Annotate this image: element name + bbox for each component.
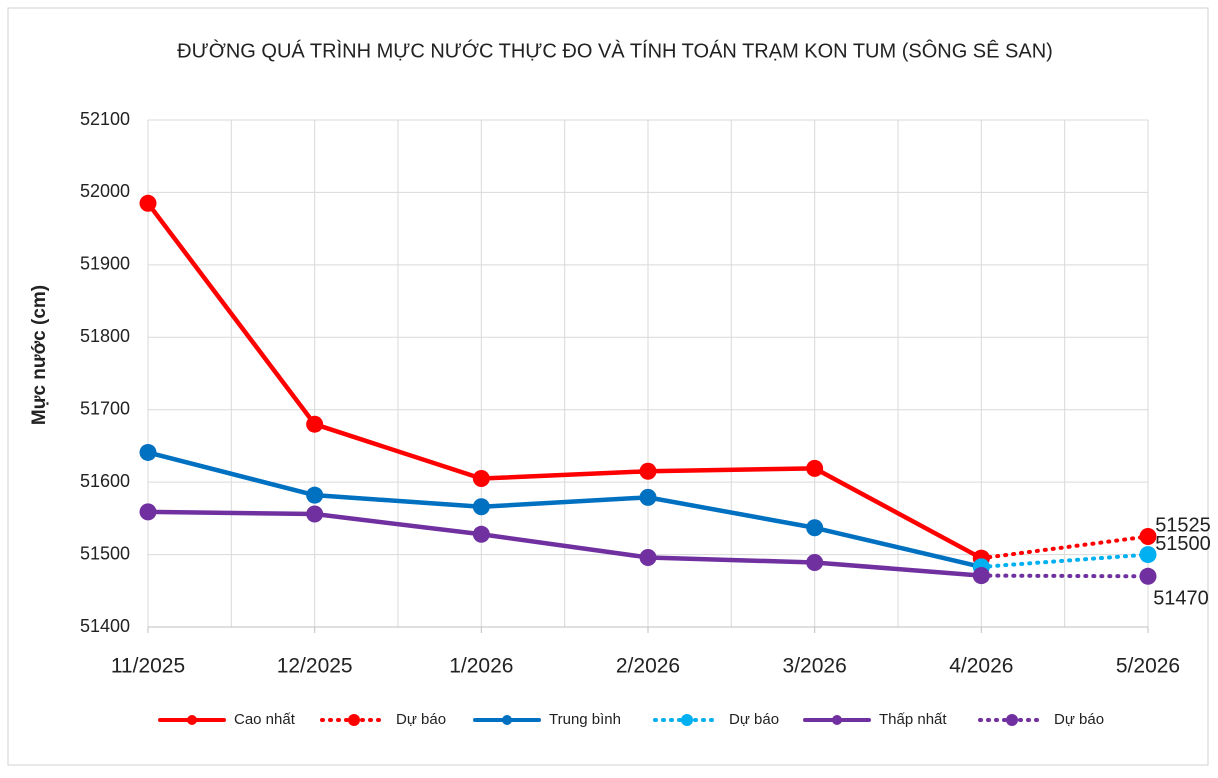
x-tick-label: 5/2026 (1116, 655, 1180, 678)
point (139, 443, 157, 461)
series-line (145, 509, 984, 578)
point (306, 415, 324, 433)
y-tick-label: 52100 (80, 109, 130, 129)
legend-marker (681, 714, 693, 726)
legend-label: Dự báo (396, 711, 446, 728)
data-label: 51470 (1153, 588, 1209, 610)
legend-label: Trung bình (549, 711, 621, 728)
legend-marker (187, 715, 197, 725)
legend-label: Thấp nhất (879, 711, 947, 728)
point (139, 503, 157, 521)
point (639, 488, 657, 506)
point (1139, 567, 1157, 585)
point (472, 470, 490, 488)
x-tick-label: 1/2026 (449, 655, 513, 678)
y-tick-label: 51900 (80, 254, 130, 274)
point (806, 459, 824, 477)
y-tick-label: 51700 (80, 398, 130, 418)
point (139, 194, 157, 212)
point (639, 548, 657, 566)
series-line (979, 573, 1150, 579)
x-tick-label: 12/2025 (277, 655, 353, 678)
series-line (145, 201, 984, 561)
y-tick-label: 51600 (80, 471, 130, 491)
point (306, 486, 324, 504)
legend-marker (1006, 714, 1018, 726)
chart-title: ĐƯỜNG QUÁ TRÌNH MỰC NƯỚC THỰC ĐO VÀ TÍNH… (177, 39, 1053, 62)
point (472, 525, 490, 543)
series-line (145, 450, 984, 570)
point (972, 567, 990, 585)
point (806, 554, 824, 572)
point (1139, 546, 1157, 564)
legend-marker (502, 715, 512, 725)
legend-marker (832, 715, 842, 725)
y-axis-label: Mực nước (cm) (29, 285, 50, 425)
y-tick-label: 52000 (80, 181, 130, 201)
data-label: 51525 (1155, 515, 1211, 537)
legend-marker (348, 714, 360, 726)
point (1139, 527, 1157, 545)
x-tick-label: 3/2026 (783, 655, 847, 678)
point (806, 519, 824, 537)
legend-label: Dự báo (1054, 711, 1104, 728)
y-tick-label: 51400 (80, 616, 130, 636)
point (472, 498, 490, 516)
legend-label: Dự báo (729, 711, 779, 728)
y-tick-label: 51800 (80, 326, 130, 346)
x-tick-label: 2/2026 (616, 655, 680, 678)
point (306, 505, 324, 523)
data-label: 51500 (1155, 533, 1211, 555)
legend-label: Cao nhất (234, 711, 296, 728)
y-tick-label: 51500 (80, 543, 130, 563)
chart-border (7, 7, 1209, 766)
point (639, 462, 657, 480)
x-tick-label: 11/2025 (111, 655, 185, 678)
x-tick-label: 4/2026 (949, 655, 1013, 678)
